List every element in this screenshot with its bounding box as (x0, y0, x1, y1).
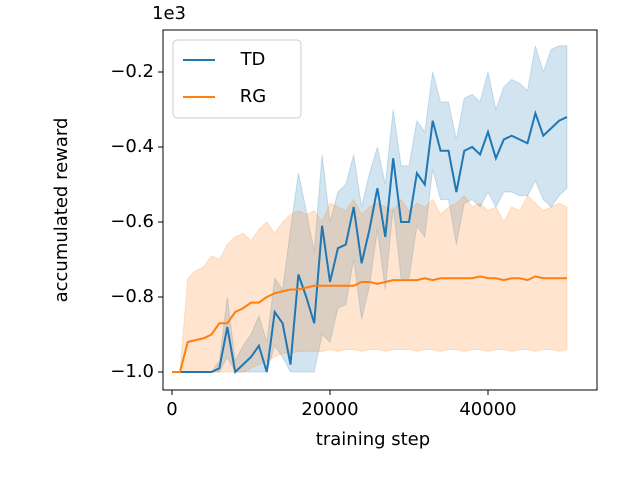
y-tick-label: −0.8 (110, 286, 154, 307)
legend-label: RG (240, 86, 266, 107)
legend-label: TD (240, 49, 266, 70)
lines (172, 109, 568, 375)
confidence-band (172, 45, 568, 373)
series-line (172, 275, 567, 373)
x-tick-label: 0 (166, 399, 177, 420)
y-tick-label: −0.6 (110, 211, 154, 232)
bands (172, 45, 568, 373)
legend: TD RG (172, 39, 302, 119)
y-axis-label: accumulated reward (51, 118, 72, 303)
y-tick-label: −0.4 (110, 136, 154, 157)
legend-box (172, 39, 302, 119)
x-axis-label: training step (316, 429, 430, 450)
y-offset-label: 1e3 (152, 3, 186, 24)
y-tick-label: −1.0 (110, 361, 154, 382)
confidence-band (172, 194, 568, 373)
x-tick-label: 20000 (301, 399, 358, 420)
y-tick-label: −0.2 (110, 61, 154, 82)
axes-frame (162, 29, 598, 391)
x-tick-label: 40000 (459, 399, 516, 420)
series-line (172, 109, 568, 375)
ticks: 0 20000 40000 −1.0 −0.8 −0.6 −0.4 −0.2 (110, 61, 516, 420)
